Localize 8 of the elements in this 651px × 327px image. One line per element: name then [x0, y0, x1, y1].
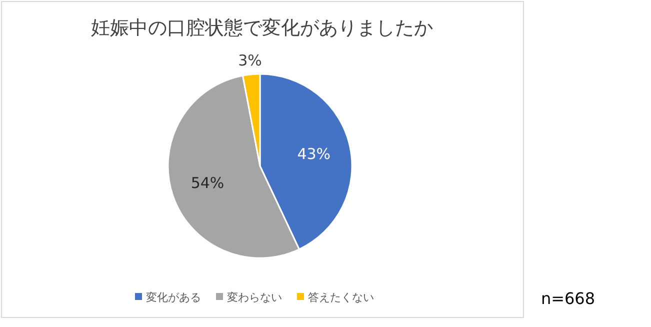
data-label: 43% [297, 144, 331, 163]
legend-label: 答えたくない [308, 291, 374, 304]
data-label: 54% [190, 174, 224, 192]
data-label: 3% [238, 51, 262, 70]
legend-label: 変わらない [227, 291, 282, 304]
legend-label: 変化がある [146, 291, 201, 304]
text: n=668 [540, 289, 596, 308]
chart-title: 妊娠中の口腔状態で変化がありましたか [91, 17, 433, 39]
